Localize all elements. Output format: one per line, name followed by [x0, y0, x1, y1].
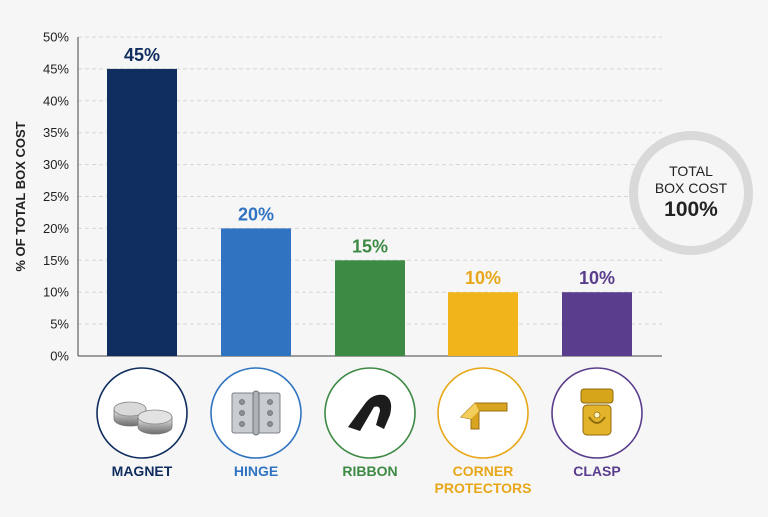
y-tick-label: 50%	[43, 30, 69, 45]
magnet-icon	[113, 401, 173, 435]
hinge-icon	[231, 390, 281, 436]
category-label-line: CLASP	[573, 463, 621, 479]
category-label-line: CORNER	[452, 463, 514, 479]
icon-circle-corner-protectors	[437, 367, 529, 459]
y-tick-label: 20%	[43, 221, 69, 236]
clasp-icon	[580, 388, 614, 436]
corner-protector-icon	[459, 402, 508, 430]
y-tick-label: 30%	[43, 157, 69, 172]
category-label-clasp: CLASP	[532, 463, 662, 480]
total-cost-badge: TOTAL BOX COST 100%	[629, 131, 753, 255]
bar-value-label: 20%	[238, 204, 274, 224]
y-tick-label: 40%	[43, 93, 69, 108]
category-label-hinge: HINGE	[191, 463, 321, 480]
bar-value-label: 45%	[124, 45, 160, 65]
bar-hinge	[221, 228, 291, 356]
category-label-line: PROTECTORS	[434, 480, 532, 496]
category-label-line: MAGNET	[111, 463, 173, 479]
y-tick-label: 10%	[43, 285, 69, 300]
bar-value-label: 15%	[352, 236, 388, 256]
y-tick-label: 25%	[43, 189, 69, 204]
category-label-magnet: MAGNET	[77, 463, 207, 480]
bar-value-label: 10%	[465, 268, 501, 288]
y-tick-label: 45%	[43, 61, 69, 76]
bar-magnet	[107, 68, 177, 357]
category-label-line: HINGE	[233, 463, 279, 479]
total-badge-line2: BOX COST	[654, 180, 728, 196]
bar-value-label: 10%	[579, 268, 615, 288]
y-tick-label: 35%	[43, 125, 69, 140]
y-axis-title: % OF TOTAL BOX COST	[13, 121, 28, 271]
total-badge-value: 100%	[664, 198, 718, 221]
bar-ribbon	[335, 260, 405, 356]
bar-clasp	[562, 292, 632, 356]
bar-corner-protectors	[448, 292, 518, 356]
category-label-ribbon: RIBBON	[305, 463, 435, 480]
y-tick-label: 5%	[50, 317, 69, 332]
y-tick-label: 15%	[43, 253, 69, 268]
category-label-line: RIBBON	[342, 463, 398, 479]
y-tick-label: 0%	[50, 349, 69, 364]
total-badge-line1: TOTAL	[669, 163, 713, 179]
category-label-corner-protectors: CORNER PROTECTORS	[418, 463, 548, 497]
ribbon-icon	[348, 394, 392, 431]
